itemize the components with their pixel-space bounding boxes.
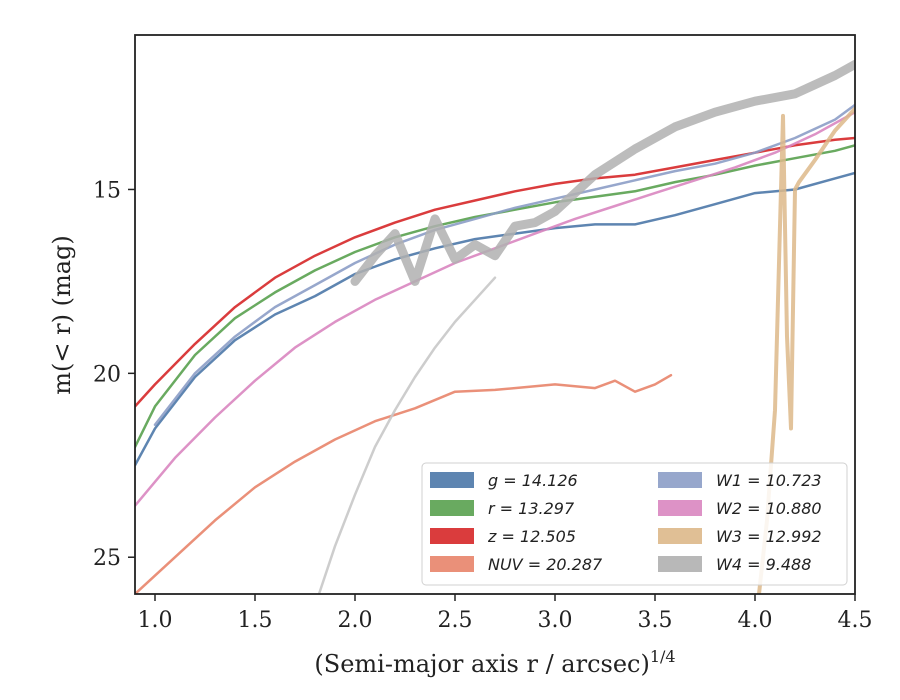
x-tick-label: 1.5 [238, 608, 273, 633]
legend-label-w4: W4 = 9.488 [716, 555, 811, 574]
x-axis-title-text: (Semi-major axis r / arcsec) [314, 650, 649, 678]
legend: g = 14.126 r = 13.297 z = 12.505 NUV = 20.2… [421, 462, 848, 586]
y-axis-title: m(< r) (mag) [48, 235, 76, 394]
x-tick-label: 2.5 [438, 608, 473, 633]
legend-label-w1: W1 = 10.723 [716, 471, 822, 490]
legend-swatch-w1 [658, 472, 702, 488]
legend-label-w2: W2 = 10.880 [716, 499, 822, 518]
legend-box [421, 462, 848, 586]
x-axis-title: (Semi-major axis r / arcsec)1/4 [314, 647, 675, 678]
series-line-w4-faint-tail [317, 276, 497, 594]
y-tick-label: 25 [93, 546, 121, 571]
x-tick-label: 3.0 [538, 608, 573, 633]
legend-swatch-z [430, 528, 474, 544]
y-tick-label: 15 [93, 178, 121, 203]
series-line-w1 [153, 103, 855, 427]
series-line-z [135, 136, 855, 408]
legend-swatch-r [430, 500, 474, 516]
plot-frame [134, 34, 856, 595]
series-line-w3 [757, 106, 855, 594]
legend-label-w3: W3 = 12.992 [716, 527, 822, 546]
y-axis-ticks: 15 20 25 [93, 178, 135, 571]
legend-swatch-nuv [430, 556, 474, 572]
x-axis-ticks: 1.0 1.5 2.0 2.5 3.0 3.5 4.0 4.5 [138, 594, 873, 633]
x-tick-label: 4.0 [738, 608, 773, 633]
series-line-r [135, 144, 855, 449]
x-tick-label: 1.0 [138, 608, 173, 633]
legend-label-nuv: NUV = 20.287 [488, 555, 603, 574]
legend-swatch-g [430, 472, 474, 488]
legend-label-r: r = 13.297 [488, 499, 575, 518]
y-tick-label: 20 [93, 362, 121, 387]
x-axis-title-superscript: 1/4 [650, 647, 676, 666]
x-tick-label: 4.5 [838, 608, 873, 633]
legend-swatch-w4 [658, 556, 702, 572]
legend-label-z: z = 12.505 [487, 527, 576, 546]
x-tick-label: 2.0 [338, 608, 373, 633]
legend-swatch-w2 [658, 500, 702, 516]
series-layer [135, 59, 855, 594]
series-line-w2 [135, 110, 855, 507]
legend-label-g: g = 14.126 [488, 471, 578, 490]
series-line-g [135, 171, 855, 467]
series-line-w4 [350, 59, 855, 286]
x-tick-label: 3.5 [638, 608, 673, 633]
legend-swatch-w3 [658, 528, 702, 544]
series-line-nuv [135, 373, 673, 594]
